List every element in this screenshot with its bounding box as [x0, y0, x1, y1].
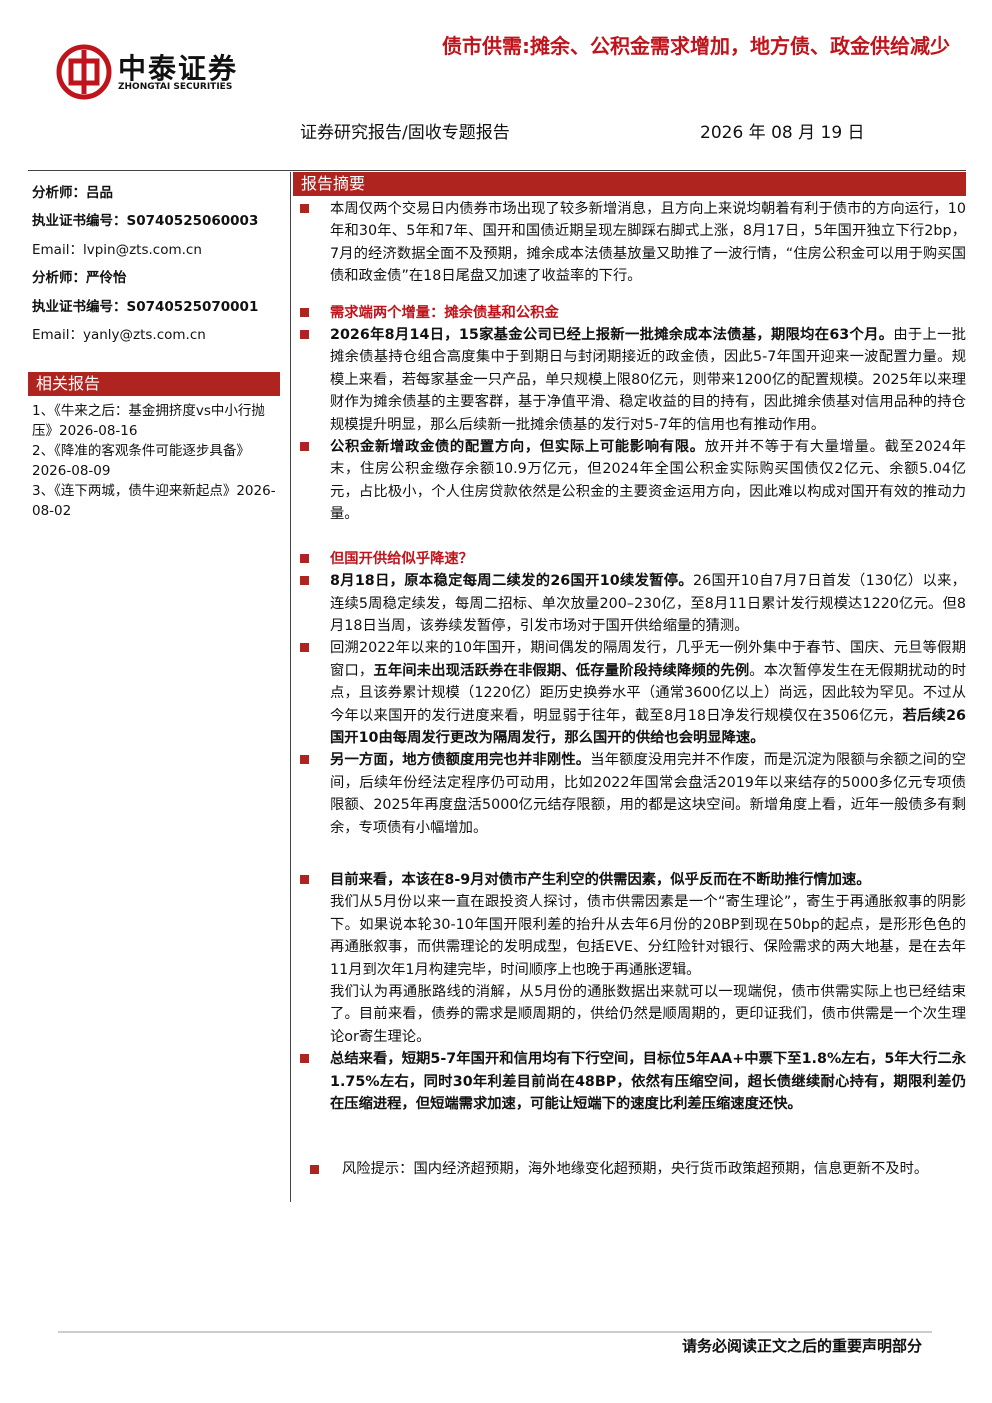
bullet: [300, 330, 309, 340]
text-run: 目前来看，本该在8-9月对债市产生利空的供需因素，似乎反而在不断助推行情加速。: [330, 871, 871, 888]
logo-subtext: ZHONGTAI SECURITIES: [118, 82, 233, 92]
section-title: 报告摘要: [293, 172, 966, 196]
bullet: [300, 204, 309, 213]
text-run: 五年间未出现活跃券在非假期、低存量阶段持续降频的先例: [373, 662, 750, 679]
paragraph: 总结来看，短期5-7年国开和信用均有下行空间，目标位5年AA+中票下至1.8%左…: [300, 1048, 966, 1115]
paragraph: 需求端两个增量：摊余债基和公积金: [300, 302, 966, 324]
text-run: 若后续26国开10由每周发行更改为隔周发行，那么国开的供给也会明显降速。: [330, 707, 966, 746]
report-date: 2026 年 08 月 19 日: [700, 123, 865, 143]
bullet: [310, 1165, 319, 1174]
bullet: [300, 442, 309, 452]
heading: 需求端两个增量：摊余债基和公积金: [330, 304, 559, 321]
related-date: 2026-08-09: [32, 463, 111, 479]
text-run: 回溯2022年以来的10年国开，期间偶发的隔周发行，几乎无一例外集中于春节、国庆…: [330, 640, 966, 679]
text-run: 26国开10自7月7日首发（130亿）以来，连续5周稳定续发，每周二招标、单次放…: [330, 573, 966, 634]
risk-text: 风险提示：国内经济超预期，海外地缘变化超预期，央行货币政策超预期，信息更新不及时…: [342, 1161, 929, 1177]
text-run: 总结来看，短期5-7年国开和信用均有下行空间，目标位5年AA+中票下至1.8%左…: [330, 1051, 966, 1113]
footer-notice: 请务必阅读正文之后的重要声明部分: [681, 1337, 922, 1355]
paragraph: 但国开供给似乎降速？: [300, 548, 966, 570]
text-run: 当年额度没用完并不作废，而是沉淀为限额与余额之间的空间，后续年份经法定程序仍可动…: [330, 752, 966, 836]
analyst-line: 执业证书编号：S0740525060003: [32, 213, 259, 230]
paragraph: 我们从5月份以来一直在跟投资人探讨，债市供需因素是一个“寄生理论”，寄生于再通胀…: [300, 891, 966, 981]
related-list: 1、《牛来之后：基金拥挤度vs中小行抛压》2026-08-16 2、《降准的客观条…: [32, 401, 277, 521]
bullet: [300, 1054, 309, 1064]
paragraph: 本周仅两个交易日内债券市场出现了较多新增消息，且方向上来说均朝着有利于债市的方向…: [300, 198, 966, 288]
text-run: 。本次暂停发生在无假期扰动的时点，且该券累计规模（1220亿）距历史换券水平（通…: [330, 662, 967, 724]
related-item: 3、《连下两城，债牛迎来新起点》2026-08-02: [32, 481, 277, 521]
paragraph: 目前来看，本该在8-9月对债市产生利空的供需因素，似乎反而在不断助推行情加速。: [300, 869, 966, 891]
logo-text: 中泰证券: [118, 52, 239, 85]
risk-note: 风险提示：国内经济超预期，海外地缘变化超预期，央行货币政策超预期，信息更新不及时…: [310, 1158, 960, 1180]
analyst-line: 分析师：严伶怡: [32, 270, 127, 287]
analyst-line: 分析师：吕品: [32, 185, 113, 201]
related-item: 1、《牛来之后：基金拥挤度vs中小行抛压》2026-08-16: [32, 401, 277, 441]
text-run: 由于上一批摊余债基持仓组合高度集中于到期日与封闭期接近的政金债，因此5-7年国开…: [330, 327, 966, 433]
related-title: 1、《牛来之后：基金拥挤度vs中小行抛压》: [32, 403, 265, 439]
bullet: [300, 307, 309, 317]
text-run: 另一方面，地方债额度用完也并非刚性。: [330, 752, 591, 769]
paragraph: 公积金新增政金债的配置方向，但实际上可能影响有限。放开并不等于有大量增量。截至2…: [300, 436, 966, 526]
analysts: 分析师：吕品执业证书编号：S0740525060003 Email：lvpin@z…: [32, 179, 282, 349]
text-run: 放开并不等于有大量增量。截至2024年末，住房公积金缴存余额10.9万亿元，但2…: [330, 439, 967, 523]
related-date: 2026-08-16: [59, 423, 138, 439]
footer-rule: [58, 1331, 932, 1333]
text-run: 2026年8月14日，15家基金公司已经上报新一批摊余成本法债基，期限均在63个…: [330, 327, 894, 344]
paragraph: 我们认为再通胀路线的消解，从5月份的通胀数据出来就可以一现端倪，债市供需实际上也…: [300, 981, 966, 1048]
related-title: 3、《连下两城，债牛迎来新起点》: [32, 483, 237, 499]
heading: 但国开供给似乎降速？: [330, 550, 473, 567]
text-run: 我们从5月份以来一直在跟投资人探讨，债市供需因素是一个“寄生理论”，寄生于再通胀…: [330, 894, 966, 978]
analyst-line: Email：yanly@zts.com.cn: [32, 326, 206, 343]
text-run: 8月18日，原本稳定每周二续发的26国开10续发暂停。: [330, 573, 693, 590]
text-run: 公积金新增政金债的配置方向，但实际上可能影响有限。: [330, 439, 705, 456]
divider: [28, 170, 966, 171]
bullet: [300, 755, 309, 765]
bullet: [300, 874, 309, 884]
related-title: 相关报告: [28, 372, 280, 396]
paragraph: 2026年8月14日，15家基金公司已经上报新一批摊余成本法债基，期限均在63个…: [300, 324, 966, 436]
text-run: 本周仅两个交易日内债券市场出现了较多新增消息，且方向上来说均朝着有利于债市的方向…: [330, 201, 966, 285]
summary: 本周仅两个交易日内债券市场出现了较多新增消息，且方向上来说均朝着有利于债市的方向…: [300, 198, 966, 1115]
analyst-line: 执业证书编号：S0740525070001: [32, 298, 259, 315]
bullet: [300, 576, 309, 586]
logo-mark: [56, 44, 112, 100]
text-run: 我们认为再通胀路线的消解，从5月份的通胀数据出来就可以一现端倪，债市供需实际上也…: [330, 984, 966, 1045]
related-title: 2、《降准的客观条件可能逐步具备》: [32, 443, 250, 459]
related-item: 2、《降准的客观条件可能逐步具备》 2026-08-09: [32, 441, 277, 481]
paragraph: 8月18日，原本稳定每周二续发的26国开10续发暂停。26国开10自7月7日首发…: [300, 570, 966, 637]
bullet: [300, 553, 309, 563]
bullet: [300, 643, 309, 653]
report-title: 债市供需:摊余、公积金需求增加，地方债、政金供给减少: [442, 34, 950, 58]
report-type: 证券研究报告/固收专题报告: [300, 123, 510, 143]
analyst-line: Email：lvpin@zts.com.cn: [32, 241, 202, 258]
paragraph: 另一方面，地方债额度用完也并非刚性。当年额度没用完并不作废，而是沉淀为限额与余额…: [300, 749, 966, 839]
column-divider: [290, 172, 291, 1202]
related-date: 2026-08-02: [32, 483, 276, 519]
paragraph: 回溯2022年以来的10年国开，期间偶发的隔周发行，几乎无一例外集中于春节、国庆…: [300, 637, 966, 749]
